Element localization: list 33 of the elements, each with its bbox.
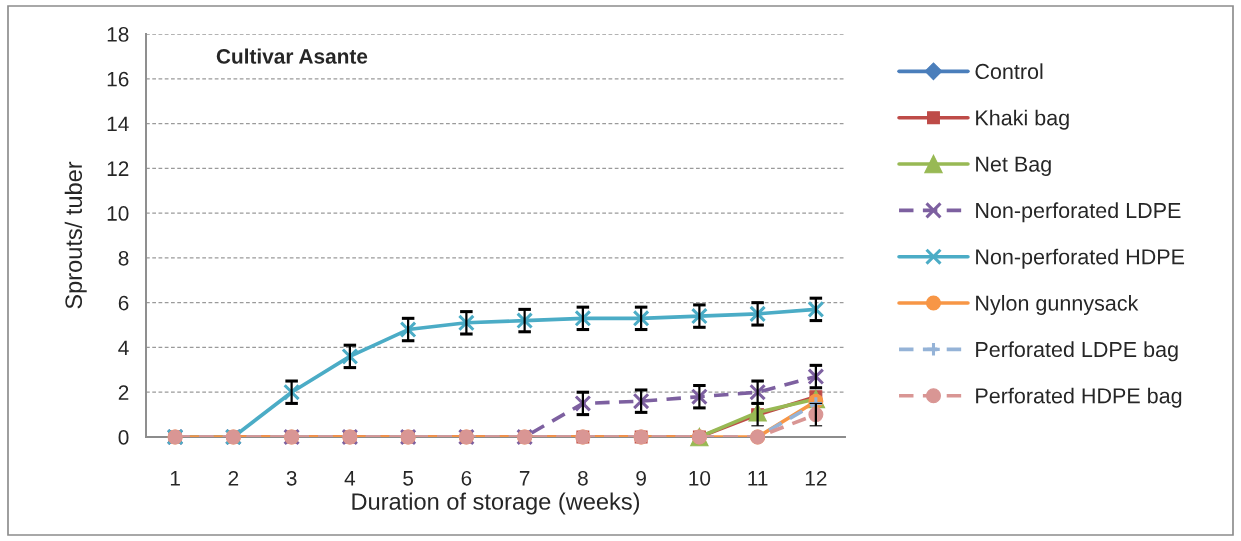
x-tick-label: 1 [170, 471, 180, 486]
x-tick-label: 11 [748, 471, 768, 486]
legend-label: Non-perforated LDPE [976, 202, 1181, 223]
legend-label: Control [975, 63, 1043, 80]
x-axis-title: Duration of storage (weeks) [352, 492, 640, 515]
legend-label: Net Bag [976, 156, 1051, 177]
x-tick-label: 6 [461, 470, 472, 486]
x-tick-label: 8 [577, 470, 588, 486]
x-tick-label: 10 [689, 470, 711, 486]
y-tick-label: 14 [107, 116, 129, 132]
y-tick-label: 18 [107, 27, 129, 42]
legend-label: Khaki bag [976, 109, 1069, 130]
y-tick-label: 2 [118, 385, 129, 400]
x-tick-label: 2 [228, 470, 239, 486]
y-axis-title: Sprouts/ tuber [64, 161, 87, 309]
x-tick-label: 9 [636, 470, 646, 486]
legend-label: Nylon gunnysack [976, 294, 1139, 316]
y-tick-label: 16 [107, 71, 129, 87]
y-tick-label: 8 [118, 250, 129, 266]
y-tick-label: 0 [118, 430, 129, 445]
legend-label: Perforated LDPE bag [976, 341, 1178, 362]
y-tick-label: 10 [107, 206, 129, 221]
legend-label: Non-perforated HDPE [976, 248, 1185, 269]
x-tick-label: 5 [403, 471, 414, 486]
y-tick-label: 6 [118, 295, 129, 311]
y-tick-label: 4 [118, 340, 129, 355]
legend-label: Perforated HDPE bag [976, 387, 1182, 408]
y-tick-label: 12 [107, 161, 129, 176]
text: Cultivar Asante [216, 48, 368, 64]
x-tick-label: 4 [344, 471, 356, 486]
x-tick-label: 12 [805, 470, 827, 486]
x-tick-label: 3 [286, 470, 297, 486]
x-tick-label: 7 [519, 471, 530, 486]
